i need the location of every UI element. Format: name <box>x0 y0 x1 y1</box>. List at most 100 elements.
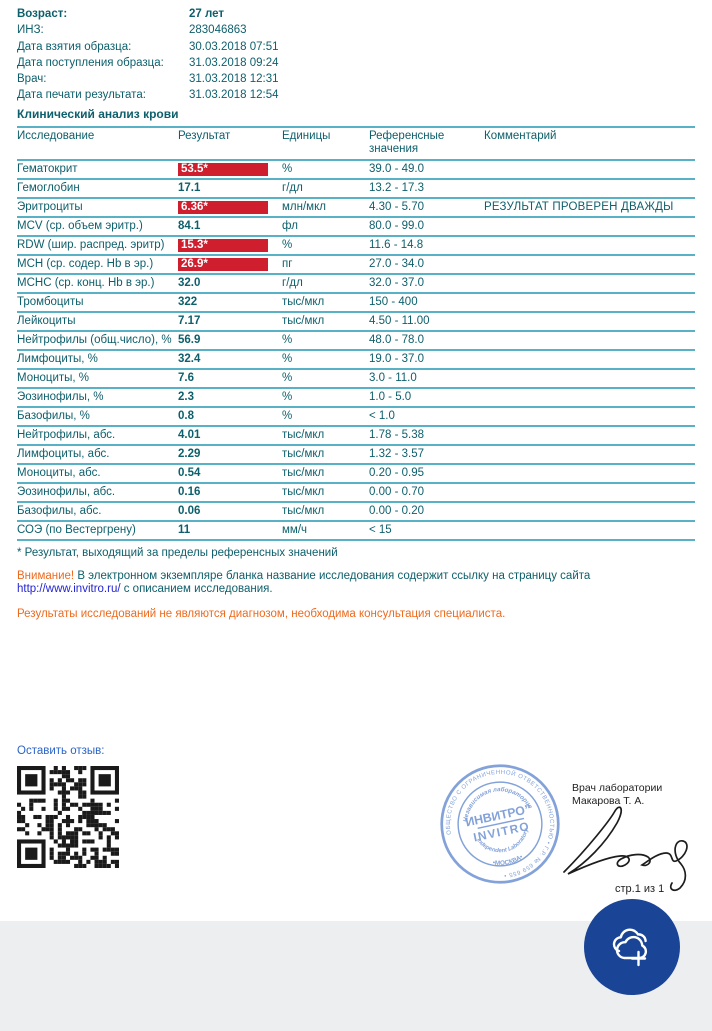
patient-info-row: Дата взятия образца: 30.03.2018 07:51 <box>17 39 279 55</box>
cloud-add-button[interactable] <box>584 899 680 995</box>
comment-cell <box>484 445 695 465</box>
units-cell: пг <box>282 255 369 275</box>
comment-cell <box>484 388 695 408</box>
reference-cell: 0.00 - 0.70 <box>369 483 484 503</box>
cloud-add-icon <box>612 928 648 967</box>
reference-cell: < 1.0 <box>369 407 484 427</box>
units-cell: % <box>282 407 369 427</box>
units-cell: тыс/мкл <box>282 464 369 484</box>
info-label: Дата взятия образца: <box>17 40 132 53</box>
table-row: Нейтрофилы, абс. 4.01 тыс/мкл 1.78 - 5.38 <box>17 426 695 446</box>
signature <box>563 806 688 892</box>
table-row: Эозинофилы, абс. 0.16 тыс/мкл 0.00 - 0.70 <box>17 483 695 503</box>
table-row: Базофилы, % 0.8% < 1.0 <box>17 407 695 427</box>
result-cell: 0.8 <box>178 407 282 427</box>
info-label: Возраст: <box>17 8 68 20</box>
doctor-block: Врач лаборатории Макарова Т. А. <box>572 782 662 808</box>
result-cell: 0.16 <box>178 483 282 503</box>
reference-cell: 0.00 - 0.20 <box>369 502 484 522</box>
units-cell: млн/мкл <box>282 198 369 218</box>
test-name-cell: Гемоглобин <box>17 179 178 199</box>
patient-info-row: Дата печати результата: 31.03.2018 12:54 <box>17 87 279 103</box>
comment-cell <box>484 521 695 541</box>
units-cell: % <box>282 369 369 389</box>
attention-suffix: с описанием исследования. <box>120 583 273 595</box>
result-cell: 11 <box>178 521 282 541</box>
units-cell: г/дл <box>282 179 369 199</box>
units-cell: мм/ч <box>282 521 369 541</box>
result-cell: 84.1 <box>178 217 282 237</box>
patient-info-row: Дата поступления образца: 31.03.2018 09:2… <box>17 55 279 71</box>
footnotes: * Результат, выходящий за пределы рефере… <box>17 547 687 621</box>
patient-info-row: Возраст: 27 лет <box>17 6 279 22</box>
page-number: стр.1 из 1 <box>615 883 665 895</box>
stamp-city-text: •МОСКВА• <box>491 853 526 870</box>
table-row: Тромбоциты 322 тыс/мкл 150 - 400 <box>17 293 695 313</box>
units-cell: % <box>282 388 369 408</box>
units-cell: тыс/мкл <box>282 426 369 446</box>
info-value: 31.03.2018 12:54 <box>189 89 279 102</box>
units-cell: % <box>282 236 369 256</box>
comment-cell <box>484 293 695 313</box>
table-row: Гемоглобин 17.1 г/дл 13.2 - 17.3 <box>17 179 695 199</box>
result-cell: 7.6 <box>178 369 282 389</box>
comment-cell <box>484 255 695 275</box>
test-name-cell: Эритроциты <box>17 198 178 218</box>
patient-info-row: ИНЗ: 283046863 <box>17 22 279 38</box>
units-cell: тыс/мкл <box>282 445 369 465</box>
info-label: Дата поступления образца: <box>17 56 164 69</box>
out-of-range-result: 53.5* <box>178 163 268 176</box>
result-cell: 6.36* <box>178 198 282 218</box>
comment-cell <box>484 407 695 427</box>
result-cell: 26.9* <box>178 255 282 275</box>
qr-code <box>17 766 119 868</box>
result-cell: 7.17 <box>178 312 282 332</box>
disclaimer-note: Результаты исследований не являются диаг… <box>17 607 506 620</box>
invitro-stamp: ОБЩЕСТВО С ОГРАНИЧЕННОЙ ОТВЕТСТВЕННОСТЬЮ… <box>428 752 573 897</box>
table-row: MCH (ср. содер. Hb в эр.) 26.9* пг 27.0 - 3… <box>17 255 695 275</box>
table-row: Моноциты, % 7.6% 3.0 - 11.0 <box>17 369 695 389</box>
test-name-cell: MCHC (ср. конц. Hb в эр.) <box>17 274 178 294</box>
result-cell: 4.01 <box>178 426 282 446</box>
column-header: Результат <box>178 126 282 161</box>
reference-cell: 80.0 - 99.0 <box>369 217 484 237</box>
table-row: СОЭ (по Вестергрену) 11 мм/ч < 15 <box>17 521 695 541</box>
result-cell: 2.3 <box>178 388 282 408</box>
test-name-cell: Нейтрофилы (общ.число), % <box>17 331 178 351</box>
table-row: Лимфоциты, % 32.4% 19.0 - 37.0 <box>17 350 695 370</box>
test-name-cell: Эозинофилы, % <box>17 388 178 408</box>
units-cell: г/дл <box>282 274 369 294</box>
test-name-cell: Эозинофилы, абс. <box>17 483 178 503</box>
table-row: Нейтрофилы (общ.число), % 56.9% 48.0 - 78.… <box>17 331 695 351</box>
comment-cell: РЕЗУЛЬТАТ ПРОВЕРЕН ДВАЖДЫ <box>484 198 695 218</box>
table-row: Базофилы, абс. 0.06 тыс/мкл 0.00 - 0.20 <box>17 502 695 522</box>
units-cell: тыс/мкл <box>282 312 369 332</box>
results-table: Исследование Результат Единицы Референсные … <box>17 126 695 541</box>
stamp-graphic: ОБЩЕСТВО С ОГРАНИЧЕННОЙ ОТВЕТСТВЕННОСТЬЮ… <box>436 760 564 888</box>
info-value: 283046863 <box>189 24 247 37</box>
feedback-link[interactable]: Оставить отзыв: <box>17 745 105 757</box>
reference-cell: 32.0 - 37.0 <box>369 274 484 294</box>
table-row: Лейкоциты 7.17 тыс/мкл 4.50 - 11.00 <box>17 312 695 332</box>
attention-body: В электронном экземпляре бланка название… <box>74 569 591 582</box>
comment-cell <box>484 312 695 332</box>
test-name-cell: Лимфоциты, абс. <box>17 445 178 465</box>
result-cell: 2.29 <box>178 445 282 465</box>
result-cell: 32.0 <box>178 274 282 294</box>
info-label: Врач: <box>17 73 47 86</box>
invitro-link[interactable]: http://www.invitro.ru/ <box>17 583 121 595</box>
reference-cell: 1.0 - 5.0 <box>369 388 484 408</box>
reference-cell: 4.30 - 5.70 <box>369 198 484 218</box>
result-cell: 0.54 <box>178 464 282 484</box>
result-cell: 32.4 <box>178 350 282 370</box>
comment-cell <box>484 236 695 256</box>
out-of-range-result: 6.36* <box>178 201 268 214</box>
comment-cell <box>484 483 695 503</box>
result-cell: 0.06 <box>178 502 282 522</box>
result-cell: 53.5* <box>178 160 282 180</box>
doctor-name: Макарова Т. А. <box>572 795 645 807</box>
table-row: Эритроциты 6.36* млн/мкл 4.30 - 5.70 РЕЗУЛЬТ… <box>17 198 695 218</box>
reference-cell: 11.6 - 14.8 <box>369 236 484 256</box>
result-cell: 56.9 <box>178 331 282 351</box>
